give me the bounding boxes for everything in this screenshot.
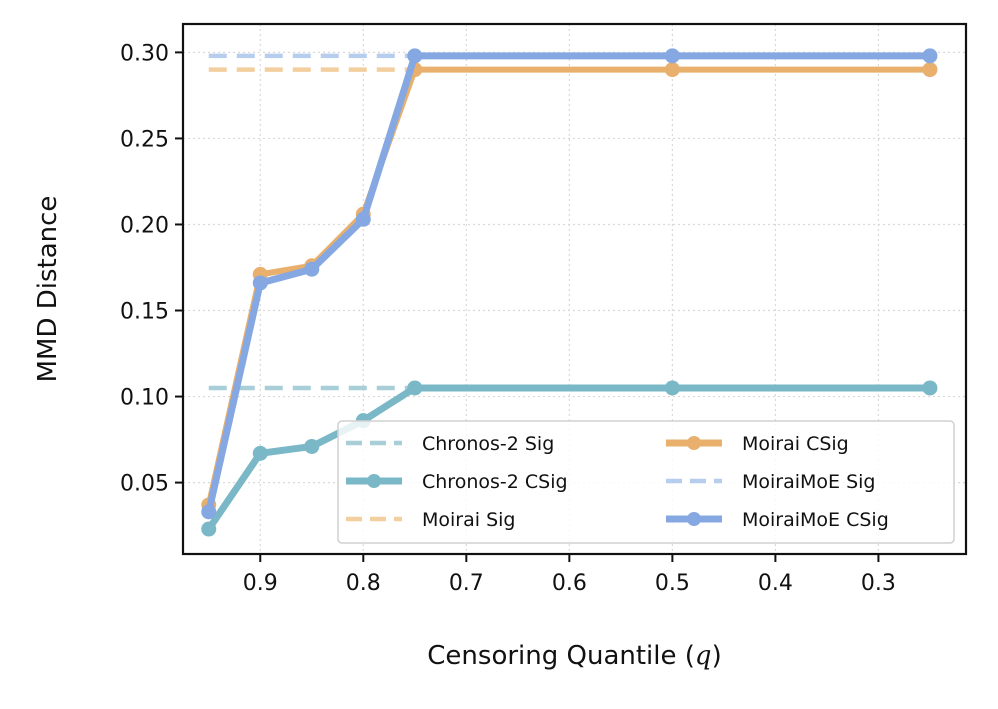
legend-item: Chronos-2 CSig bbox=[346, 471, 568, 493]
series-marker bbox=[201, 504, 217, 520]
series-marker bbox=[664, 62, 680, 78]
series-marker bbox=[407, 48, 423, 64]
legend: Chronos-2 Sig Chronos-2 CSig Moirai Sig Moi… bbox=[337, 420, 955, 544]
series-marker bbox=[407, 380, 423, 396]
series-marker bbox=[922, 380, 938, 396]
legend-label: Moirai Sig bbox=[422, 509, 515, 531]
legend-item: Moirai CSig bbox=[666, 433, 849, 455]
x-tick-label: 0.3 bbox=[861, 571, 896, 596]
legend-box bbox=[337, 420, 955, 544]
y-axis-label: MMD Distance bbox=[33, 196, 63, 383]
x-tick-label: 0.4 bbox=[758, 571, 793, 596]
series-marker bbox=[355, 211, 371, 227]
plot-frame bbox=[181, 22, 968, 556]
y-tick-label: 0.25 bbox=[120, 127, 169, 152]
legend-item: Chronos-2 Sig bbox=[346, 433, 554, 455]
x-axis-label: Censoring Quantile (q) bbox=[427, 641, 721, 671]
tick-layer: 0.9 0.8 0.7 0.6 0.5 0.4 0.3 0.05 0.10 0.15 0.20 0.2… bbox=[120, 41, 896, 596]
series-marker bbox=[922, 48, 938, 64]
x-tick-label: 0.5 bbox=[655, 571, 690, 596]
legend-label: Chronos-2 CSig bbox=[422, 471, 568, 493]
legend-marker bbox=[687, 512, 701, 526]
legend-marker bbox=[367, 474, 381, 488]
legend-label: Chronos-2 Sig bbox=[422, 433, 554, 455]
y-tick-label: 0.10 bbox=[120, 386, 169, 411]
series-marker bbox=[201, 521, 217, 537]
y-tick-label: 0.30 bbox=[120, 41, 169, 66]
series-marker bbox=[304, 261, 320, 277]
series-marker bbox=[664, 380, 680, 396]
legend-item: MoiraiMoE Sig bbox=[666, 471, 876, 493]
legend-marker bbox=[687, 436, 701, 450]
legend-item: Moirai Sig bbox=[346, 509, 515, 531]
series-marker bbox=[252, 275, 268, 291]
series-marker bbox=[664, 48, 680, 64]
x-tick-label: 0.9 bbox=[243, 571, 278, 596]
y-tick-label: 0.15 bbox=[120, 300, 169, 325]
series-marker bbox=[252, 445, 268, 461]
x-tick-label: 0.8 bbox=[346, 571, 381, 596]
legend-label: MoiraiMoE CSig bbox=[742, 509, 889, 531]
x-tick-label: 0.7 bbox=[449, 571, 484, 596]
x-tick-label: 0.6 bbox=[552, 571, 587, 596]
legend-item: MoiraiMoE CSig bbox=[666, 509, 889, 531]
series-marker bbox=[304, 438, 320, 454]
y-tick-label: 0.05 bbox=[120, 472, 169, 497]
series-marker bbox=[922, 62, 938, 78]
legend-label: MoiraiMoE Sig bbox=[742, 471, 876, 493]
y-tick-label: 0.20 bbox=[120, 213, 169, 238]
series-moiraimoe-csig bbox=[201, 48, 938, 520]
legend-label: Moirai CSig bbox=[742, 433, 849, 455]
